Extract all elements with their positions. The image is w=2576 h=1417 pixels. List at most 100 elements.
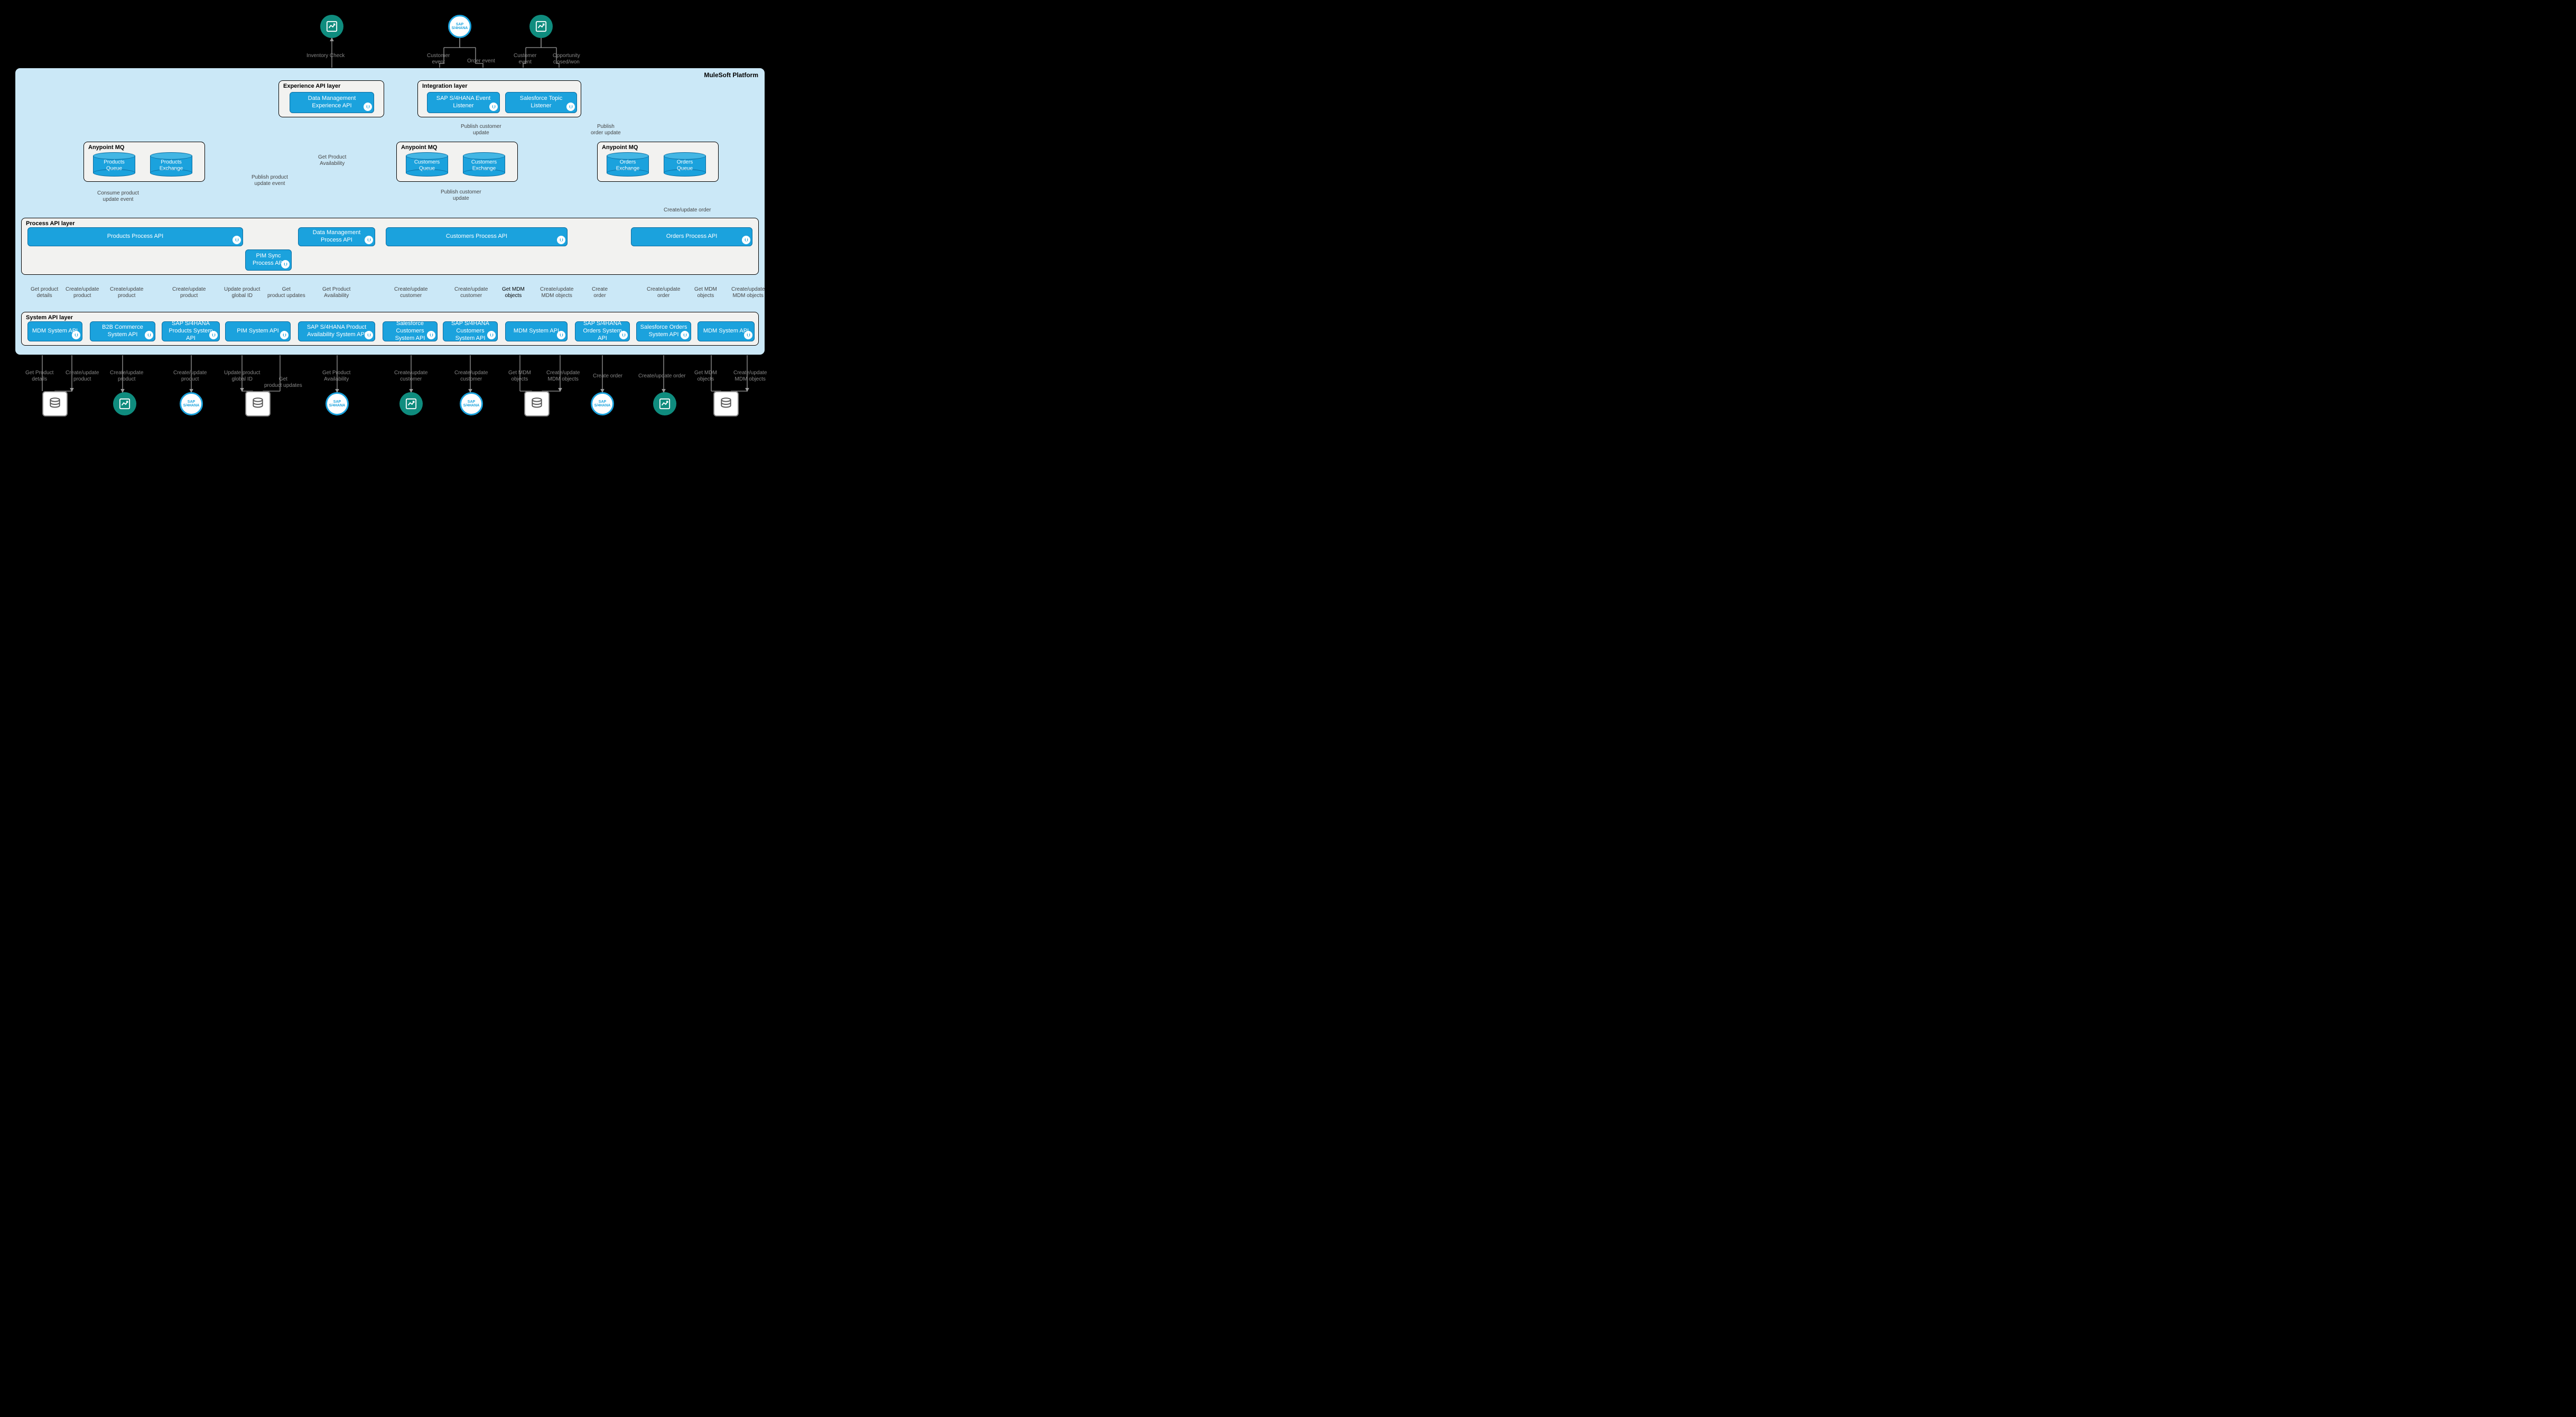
edge-label: Create/update order bbox=[664, 207, 711, 214]
cylinder-c_prod_q: ProductsQueue bbox=[93, 152, 135, 177]
api-label: MDM System API bbox=[32, 328, 78, 335]
edge-label: Create/update order bbox=[638, 373, 686, 379]
api-label: MDM System API bbox=[703, 328, 749, 335]
edge-label: Publish productupdate event bbox=[252, 174, 288, 187]
layer-process: Process API layer bbox=[21, 218, 759, 275]
edge-label: Publish customerupdate bbox=[461, 124, 501, 136]
mule-icon bbox=[72, 331, 80, 339]
layer-title: Integration layer bbox=[422, 83, 468, 89]
database-icon bbox=[713, 391, 739, 416]
cylinder-label: ProductsQueue bbox=[93, 159, 135, 171]
api-label: SAP S/4HANA Event Listener bbox=[431, 95, 496, 110]
edge-label: Get productdetails bbox=[31, 286, 58, 299]
edge-label: Create/updateMDM objects bbox=[731, 286, 765, 299]
edge-label: Create/updateproduct bbox=[110, 286, 143, 299]
database-icon bbox=[524, 391, 550, 416]
mule-icon bbox=[681, 331, 689, 339]
sap-icon: SAPS/4HANA bbox=[448, 15, 471, 38]
layer-title: Experience API layer bbox=[283, 83, 340, 89]
edge-label: Create/updateproduct bbox=[66, 370, 99, 382]
mule-icon bbox=[364, 103, 372, 111]
api-proc_customers: Customers Process API bbox=[386, 227, 568, 246]
api-label: Data Management Experience API bbox=[293, 95, 370, 110]
mule-icon bbox=[557, 236, 565, 244]
edge-label: Create order bbox=[593, 373, 622, 379]
api-label: Orders Process API bbox=[666, 233, 718, 240]
edge-label: Publishorder update bbox=[591, 124, 621, 136]
mule-icon bbox=[619, 331, 628, 339]
edge-label: Update productglobal ID bbox=[224, 286, 260, 299]
cylinder-label: CustomersExchange bbox=[463, 159, 505, 171]
cylinder-c_ord_ex: OrdersExchange bbox=[607, 152, 649, 177]
edge-label: Get MDMobjects bbox=[508, 370, 531, 382]
edge-label: Order event bbox=[467, 58, 495, 64]
mule-icon bbox=[145, 331, 153, 339]
edge-label: Get ProductAvailability bbox=[318, 154, 346, 166]
sap-icon: SAPS/4HANA bbox=[460, 392, 483, 415]
edge-label: Getproduct updates bbox=[267, 286, 305, 299]
edge-label: Customerevent bbox=[514, 53, 536, 65]
edge-label: Get MDMobjects bbox=[502, 286, 525, 299]
edge-label: Create/updateorder bbox=[647, 286, 680, 299]
api-sys_sf_orders: Salesforce Orders System API bbox=[636, 321, 691, 341]
sap-icon: SAPS/4HANA bbox=[591, 392, 614, 415]
edge-label: Get Productdetails bbox=[25, 370, 53, 382]
api-sys_mdm1: MDM System API bbox=[27, 321, 82, 341]
api-sys_sap_orders: SAP S/4HANA Orders System API bbox=[575, 321, 630, 341]
layer-title: Anypoint MQ bbox=[602, 144, 638, 151]
api-proc_data_mgmt: Data Management Process API bbox=[298, 227, 375, 246]
edge-label: Create/updatecustomer bbox=[394, 370, 427, 382]
api-sys_b2b: B2B Commerce System API bbox=[90, 321, 155, 341]
edge-label: Customerevent bbox=[427, 53, 450, 65]
edge-label: Create/updateMDM objects bbox=[733, 370, 767, 382]
cylinder-c_cust_q: CustomersQueue bbox=[406, 152, 448, 177]
mule-icon bbox=[487, 331, 496, 339]
chart-icon bbox=[653, 392, 676, 415]
api-sys_mdm2: MDM System API bbox=[505, 321, 568, 341]
mule-icon bbox=[233, 236, 241, 244]
api-label: Products Process API bbox=[107, 233, 163, 240]
chart-icon bbox=[399, 392, 423, 415]
edge-label: Get MDMobjects bbox=[694, 286, 717, 299]
edge-label: Get ProductAvailability bbox=[322, 286, 350, 299]
cylinder-c_ord_q: OrdersQueue bbox=[664, 152, 706, 177]
diagram-stage: MuleSoft Platform Experience API layerIn… bbox=[0, 0, 779, 430]
edge-label: Create/updateMDM objects bbox=[546, 370, 580, 382]
mule-icon bbox=[427, 331, 435, 339]
edge-label: Create/updatecustomer bbox=[454, 370, 488, 382]
edge-label: Createorder bbox=[592, 286, 608, 299]
edge-label: Getproduct updates bbox=[264, 376, 302, 388]
api-label: SAP S/4HANA Product Availability System … bbox=[302, 324, 371, 339]
api-proc_products: Products Process API bbox=[27, 227, 243, 246]
cylinder-label: ProductsExchange bbox=[150, 159, 192, 171]
api-sys_sf_cust: Salesforce Customers System API bbox=[383, 321, 438, 341]
edge-label: Consume productupdate event bbox=[97, 190, 139, 202]
edge-label: Create/updateproduct bbox=[173, 370, 207, 382]
api-int_sf_listener: Salesforce Topic Listener bbox=[505, 92, 577, 113]
mule-icon bbox=[365, 331, 373, 339]
api-label: Customers Process API bbox=[446, 233, 507, 240]
sap-icon: SAPS/4HANA bbox=[180, 392, 203, 415]
mule-icon bbox=[744, 331, 752, 339]
sap-icon: SAPS/4HANA bbox=[326, 392, 349, 415]
layer-title: Anypoint MQ bbox=[401, 144, 437, 151]
cylinder-c_cust_ex: CustomersExchange bbox=[463, 152, 505, 177]
edge-label: Update productglobal ID bbox=[224, 370, 260, 382]
edge-label: Create/updateproduct bbox=[110, 370, 143, 382]
api-int_sap_listener: SAP S/4HANA Event Listener bbox=[427, 92, 500, 113]
cylinder-label: OrdersExchange bbox=[607, 159, 649, 171]
edge-label: Publish customerupdate bbox=[441, 189, 481, 201]
edge-label: Create/updatecustomer bbox=[454, 286, 488, 299]
api-label: SAP S/4HANA Products System API bbox=[165, 320, 216, 342]
mule-icon bbox=[742, 236, 750, 244]
api-exp_data_mgmt: Data Management Experience API bbox=[290, 92, 374, 113]
api-label: PIM System API bbox=[237, 328, 278, 335]
api-label: MDM System API bbox=[514, 328, 559, 335]
mule-icon bbox=[365, 236, 373, 244]
api-sys_sap_avail: SAP S/4HANA Product Availability System … bbox=[298, 321, 375, 341]
api-label: Salesforce Topic Listener bbox=[509, 95, 573, 110]
mule-icon bbox=[280, 331, 289, 339]
api-label: Data Management Process API bbox=[302, 229, 371, 244]
edge-label: Create/updateMDM objects bbox=[540, 286, 573, 299]
mule-icon bbox=[281, 260, 290, 268]
